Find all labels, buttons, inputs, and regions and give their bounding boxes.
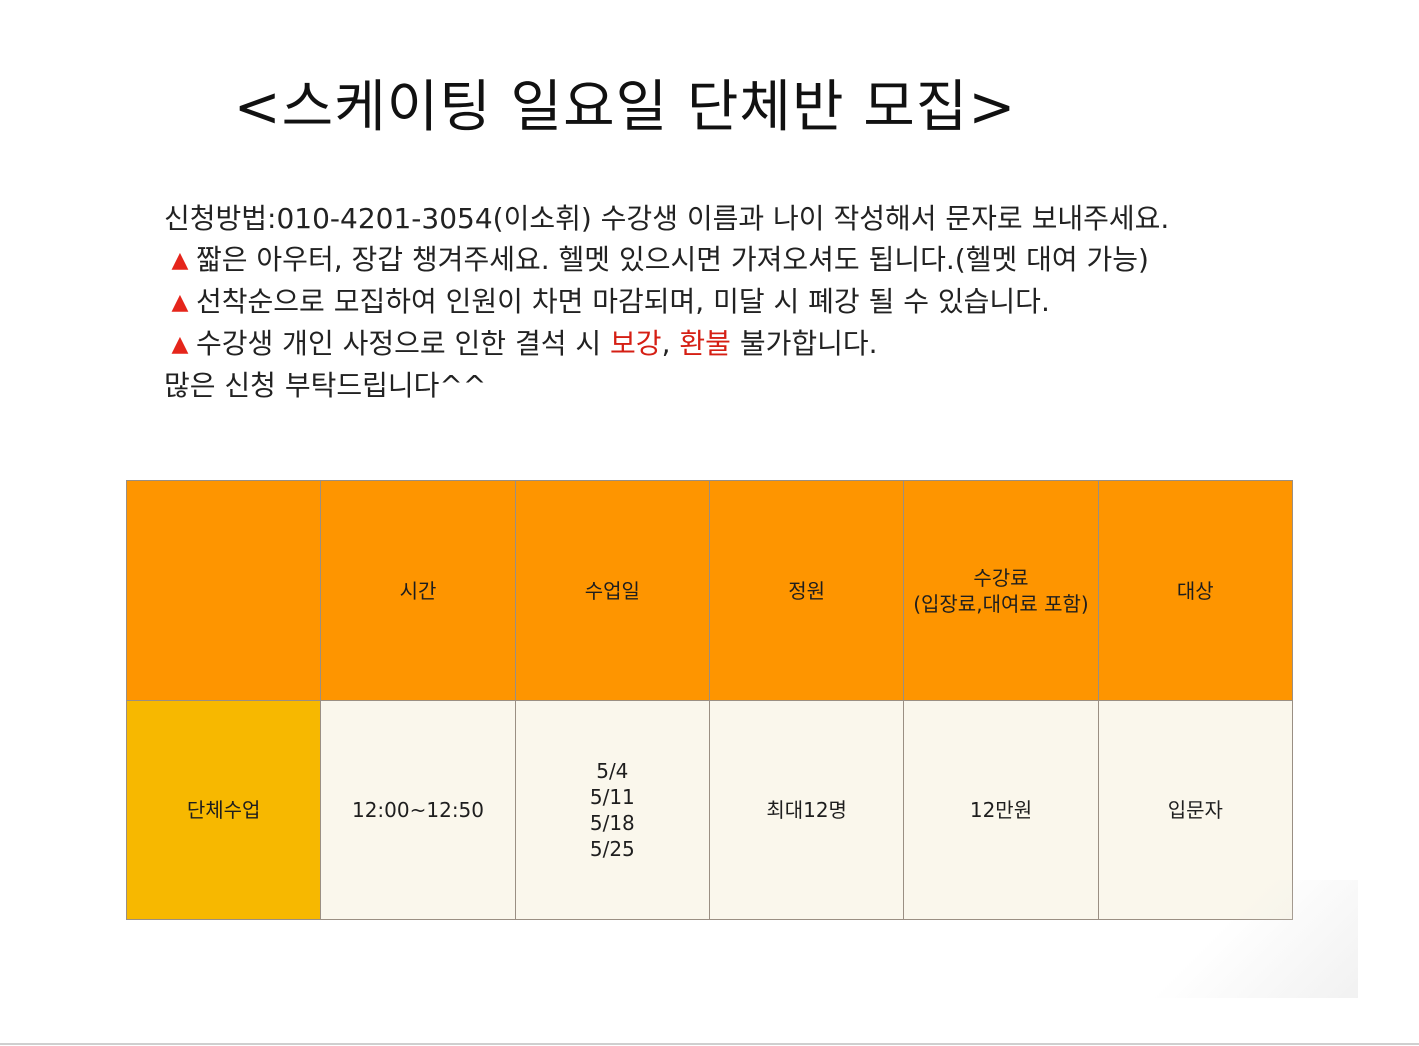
cell-capacity: 최대12명 <box>708 700 905 920</box>
red-triangle-icon: ▲ <box>171 290 189 315</box>
notice-item-text: 선착순으로 모집하여 인원이 차면 마감되며, 미달 시 폐강 될 수 있습니다… <box>196 285 1050 318</box>
table-row: 단체수업 12:00~12:50 5/4 5/11 5/18 5/25 최대12… <box>125 700 1294 920</box>
class-day: 5/25 <box>589 837 635 861</box>
header-fee: 수강료 (입장료,대여료 포함) <box>903 480 1099 701</box>
page-title: <스케이팅 일요일 단체반 모집> <box>233 75 1017 140</box>
table-header-row: 시간 수업일 정원 수강료 (입장료,대여료 포함) 대상 <box>125 480 1294 701</box>
notice-item-refund: ▲ 수강생 개인 사정으로 인한 결석 시 보강, 환불 불가합니다. <box>164 323 1314 365</box>
header-fee-note: (입장료,대여료 포함) <box>913 591 1089 616</box>
class-day: 5/4 <box>596 759 629 783</box>
comma-text: , <box>661 327 680 360</box>
red-triangle-icon: ▲ <box>171 332 189 357</box>
class-day: 5/18 <box>589 811 635 835</box>
cell-class-days: 5/4 5/11 5/18 5/25 <box>514 700 710 920</box>
notice-item-text-end: 불가합니다. <box>730 327 878 360</box>
row-label-group-class: 단체수업 <box>125 700 322 920</box>
header-fee-title: 수강료 <box>973 565 1029 590</box>
page-shadow-decoration <box>1130 880 1358 998</box>
class-schedule-table-container: 시간 수업일 정원 수강료 (입장료,대여료 포함) 대상 단체수업 12:00… <box>125 480 1294 920</box>
notice-block: 신청방법:010-4201-3054(이소휘) 수강생 이름과 나이 작성해서 … <box>164 198 1314 406</box>
cell-fee: 12만원 <box>903 700 1099 920</box>
notice-item-text: 짧은 아우터, 장갑 챙겨주세요. 헬멧 있으시면 가져오셔도 됩니다.(헬멧 … <box>196 243 1149 276</box>
header-target: 대상 <box>1097 480 1294 701</box>
header-capacity: 정원 <box>708 480 905 701</box>
notice-item-text: 수강생 개인 사정으로 인한 결석 시 <box>196 327 611 360</box>
red-triangle-icon: ▲ <box>171 248 189 273</box>
refund-highlight: 환불 <box>679 327 731 360</box>
class-day: 5/11 <box>589 785 635 809</box>
header-empty-cell <box>125 480 322 701</box>
apply-method-text: 신청방법:010-4201-3054(이소휘) 수강생 이름과 나이 작성해서 … <box>164 202 1170 235</box>
notice-item-first-come: ▲ 선착순으로 모집하여 인원이 차면 마감되며, 미달 시 폐강 될 수 있습니… <box>164 281 1314 323</box>
cell-time: 12:00~12:50 <box>320 700 516 920</box>
header-time: 시간 <box>320 480 516 701</box>
header-class-days: 수업일 <box>514 480 710 701</box>
bottom-divider <box>0 1043 1419 1045</box>
notice-item-clothing: ▲ 짧은 아우터, 장갑 챙겨주세요. 헬멧 있으시면 가져오셔도 됩니다.(헬멧… <box>164 239 1314 281</box>
closing-text: 많은 신청 부탁드립니다^^ <box>164 369 487 402</box>
makeup-class-highlight: 보강 <box>610 327 662 360</box>
class-schedule-table: 시간 수업일 정원 수강료 (입장료,대여료 포함) 대상 단체수업 12:00… <box>125 480 1294 920</box>
